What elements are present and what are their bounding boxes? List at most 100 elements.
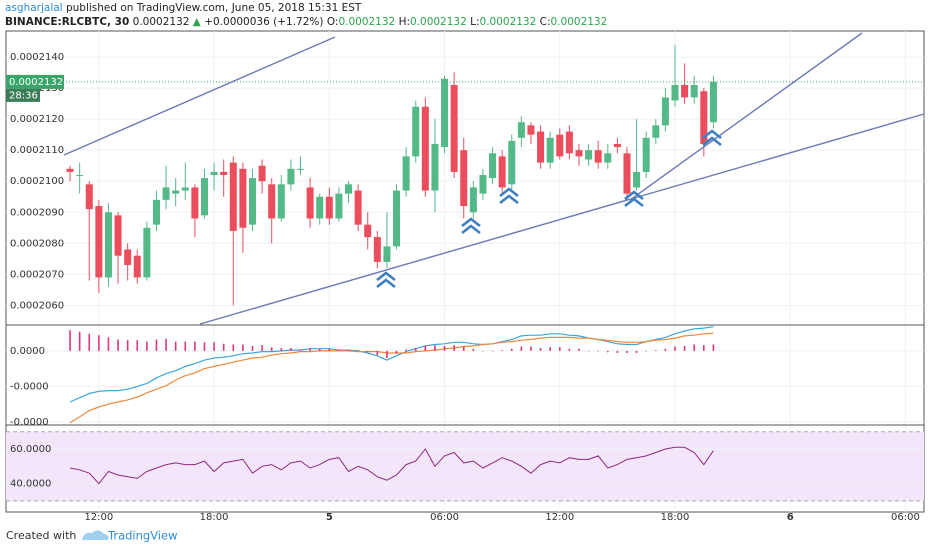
y-tick-label: 0.0000	[10, 346, 45, 357]
candle-body	[585, 150, 593, 160]
author[interactable]: asgharjalal	[5, 2, 63, 14]
histogram-bar	[376, 350, 379, 356]
candle-body	[133, 255, 141, 278]
ohlc-value: 0.0002132	[550, 16, 608, 28]
candle-body	[431, 143, 439, 191]
histogram-bar	[655, 350, 657, 351]
logo	[82, 530, 109, 540]
candle-body	[633, 171, 641, 188]
arrow	[624, 190, 644, 208]
histogram-bar	[194, 341, 196, 351]
y-tick-label: 0.0002100	[10, 176, 64, 187]
candle-body	[191, 187, 199, 219]
arrow	[461, 217, 481, 235]
histogram-bar	[443, 345, 446, 351]
candle-body	[700, 91, 708, 144]
price-tag-bg	[6, 74, 64, 89]
candle-body	[297, 168, 305, 170]
histogram-bar	[453, 345, 455, 351]
candle-body	[258, 165, 266, 182]
y-tick-label: -0.0000	[10, 381, 49, 392]
candle-body	[460, 150, 468, 207]
candle-body	[345, 184, 353, 194]
histogram-bar	[184, 341, 187, 351]
candle-body	[124, 249, 132, 266]
ohlc-value: 0.0002132	[479, 16, 537, 28]
footer-brand[interactable]: TradingView	[107, 529, 177, 543]
histogram-bar	[136, 340, 139, 351]
x-tick-label: 18:00	[661, 512, 690, 523]
histogram-bar	[587, 350, 590, 352]
candle-body	[277, 184, 285, 219]
histogram-bar	[482, 350, 484, 352]
histogram-bar	[568, 348, 571, 351]
histogram-bar	[712, 344, 715, 351]
candle-body	[594, 150, 602, 163]
header-line: asgharjalal published on TradingView.com…	[5, 2, 361, 14]
candle-body	[66, 168, 74, 172]
candle-body	[200, 178, 208, 216]
ohlc-key: O:	[326, 16, 339, 28]
trend-lines	[63, 32, 925, 325]
price-tag: 0.0002132	[9, 77, 63, 88]
ohlc-key: H:	[398, 16, 410, 28]
histogram-bar	[261, 345, 263, 351]
candle-body	[383, 246, 391, 262]
candle-body	[152, 199, 160, 225]
histogram-bar	[693, 344, 696, 351]
candle-body	[172, 190, 180, 194]
candle-body	[104, 212, 112, 278]
histogram-bar	[107, 337, 110, 351]
candle-body	[671, 85, 679, 101]
candle-body	[268, 184, 276, 219]
candle-body	[556, 134, 564, 157]
up-arrow: ▲	[192, 16, 201, 28]
histogram-bar	[213, 342, 215, 351]
candle-body	[364, 224, 372, 238]
x-tick-label: 12:00	[545, 512, 574, 523]
candle-body	[469, 187, 477, 213]
histogram-bar	[703, 345, 705, 351]
candle-body	[498, 156, 506, 188]
histogram-bar	[299, 349, 302, 351]
candle-body	[421, 106, 429, 191]
histogram-bar	[539, 348, 542, 351]
y-tick-label: 0.0002140	[10, 52, 64, 63]
candle-body	[690, 85, 698, 98]
histogram-bar	[251, 345, 254, 351]
x-tick-label: 6	[787, 512, 794, 523]
histogram-bar	[558, 347, 561, 351]
histogram-bar	[664, 348, 667, 351]
x-tick-label: 18:00	[200, 512, 229, 523]
histogram-bar	[174, 341, 177, 351]
candle-body	[354, 190, 362, 225]
histogram-bar	[290, 348, 292, 351]
candle-body	[229, 162, 237, 231]
footer-text: Created with	[6, 529, 76, 542]
candle-body	[517, 122, 525, 138]
candle-body	[681, 85, 689, 98]
histogram-bar	[674, 346, 676, 351]
histogram-bar	[366, 350, 369, 353]
x-tick-label: 06:00	[891, 512, 920, 523]
histogram-bar	[165, 338, 167, 351]
candle-body	[441, 78, 449, 148]
histogram-bar	[405, 349, 407, 351]
histogram-bar	[386, 350, 388, 358]
histogram-bar	[242, 344, 244, 351]
candle-body	[661, 97, 669, 126]
y-tick-label: 0.0002090	[10, 207, 64, 218]
macd-line	[69, 326, 714, 403]
arrows	[376, 129, 722, 289]
candle-body	[479, 175, 487, 194]
histogram-bar	[328, 348, 331, 351]
candle-body	[537, 131, 545, 163]
candle-body	[181, 187, 189, 191]
histogram-bar	[232, 344, 235, 351]
candle-body	[287, 168, 295, 185]
histogram-bar	[98, 335, 100, 351]
histogram-bar	[280, 348, 283, 351]
histogram-bar	[549, 347, 551, 351]
